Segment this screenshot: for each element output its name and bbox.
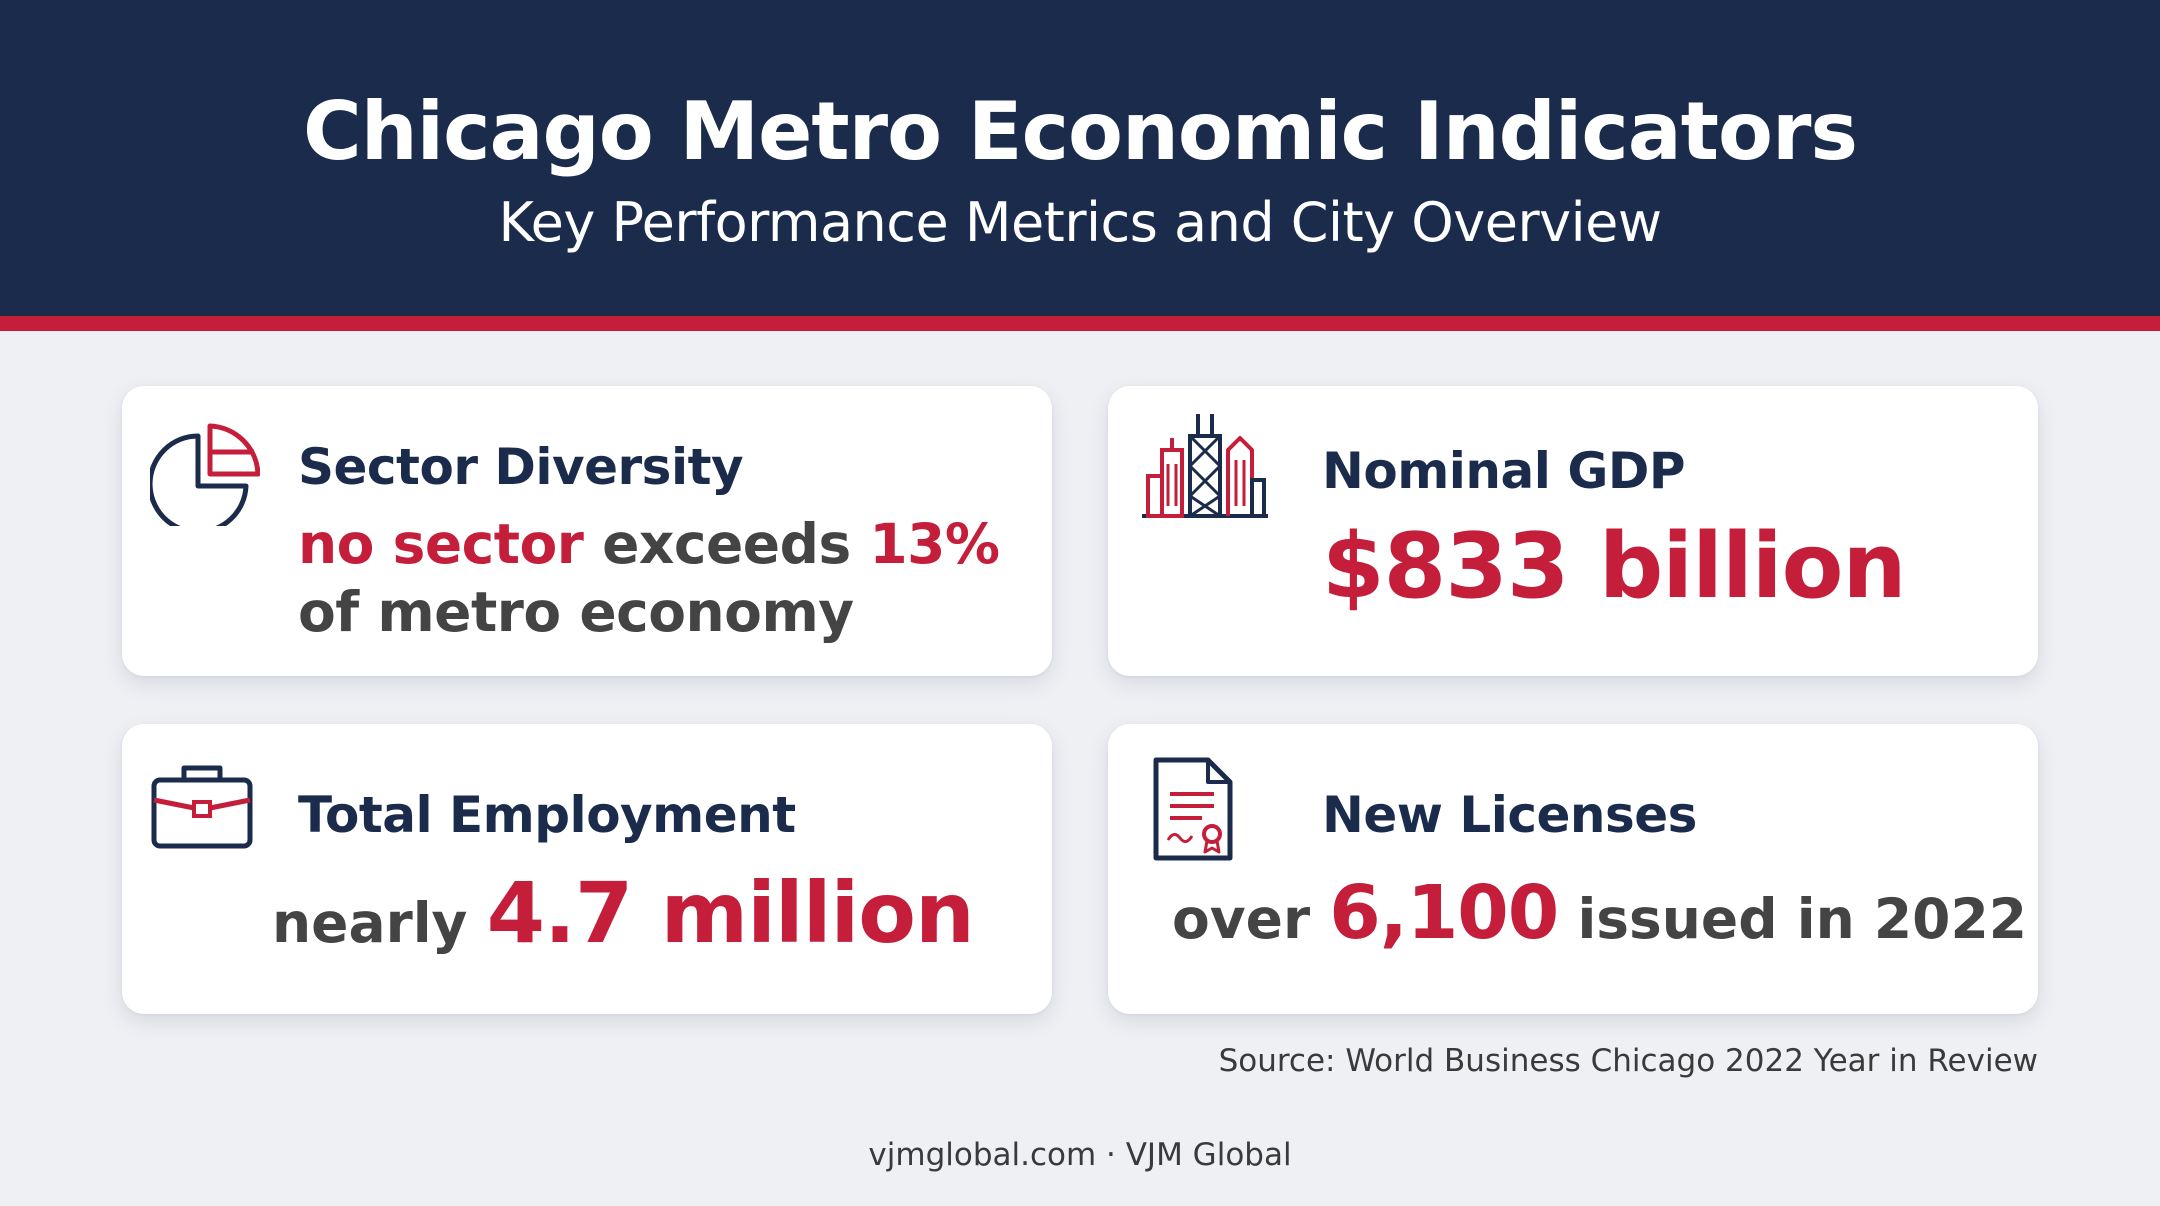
sector-diversity-line-1: no sector exceeds 13% xyxy=(298,510,1000,578)
sector-highlight-no-sector: no sector xyxy=(298,512,584,576)
new-licenses-card: New Licenses over 6,100 issued in 2022 xyxy=(1108,724,2038,1014)
briefcase-icon xyxy=(151,765,253,849)
total-employment-card: Total Employment nearly 4.7 million xyxy=(122,724,1052,1014)
sector-diversity-line-2: of metro economy xyxy=(298,580,854,644)
licenses-prefix: over xyxy=(1172,887,1330,951)
page-subtitle: Key Performance Metrics and City Overvie… xyxy=(498,191,1662,254)
employment-value: 4.7 million xyxy=(486,864,975,962)
employment-prefix: nearly xyxy=(272,891,487,955)
total-employment-title: Total Employment xyxy=(298,786,796,844)
sector-diversity-title: Sector Diversity xyxy=(298,438,744,496)
pie-chart-icon xyxy=(150,423,260,526)
licenses-suffix: issued in 2022 xyxy=(1558,887,2027,951)
new-licenses-title: New Licenses xyxy=(1322,786,1697,844)
sector-diversity-text: no sector exceeds 13% of metro economy xyxy=(298,510,1000,646)
nominal-gdp-value: $833 billion xyxy=(1322,514,1907,619)
sector-text-exceeds: exceeds xyxy=(583,512,870,576)
header-accent-stripe xyxy=(0,316,2160,331)
sector-diversity-card: Sector Diversity no sector exceeds 13% o… xyxy=(122,386,1052,676)
header-banner xyxy=(0,0,2160,316)
new-licenses-text: over 6,100 issued in 2022 xyxy=(1172,870,2027,956)
sector-highlight-percent: 13% xyxy=(869,512,1000,576)
nominal-gdp-title: Nominal GDP xyxy=(1322,442,1686,500)
page-title: Chicago Metro Economic Indicators xyxy=(302,85,1858,178)
certificate-document-icon xyxy=(1153,757,1233,861)
total-employment-text: nearly 4.7 million xyxy=(272,864,975,962)
nominal-gdp-card: Nominal GDP $833 billion xyxy=(1108,386,2038,676)
city-skyline-icon xyxy=(1142,414,1268,518)
source-citation: Source: World Business Chicago 2022 Year… xyxy=(1218,1043,2038,1079)
footer-credit: vjmglobal.com · VJM Global xyxy=(868,1137,1292,1173)
licenses-value: 6,100 xyxy=(1329,870,1559,956)
